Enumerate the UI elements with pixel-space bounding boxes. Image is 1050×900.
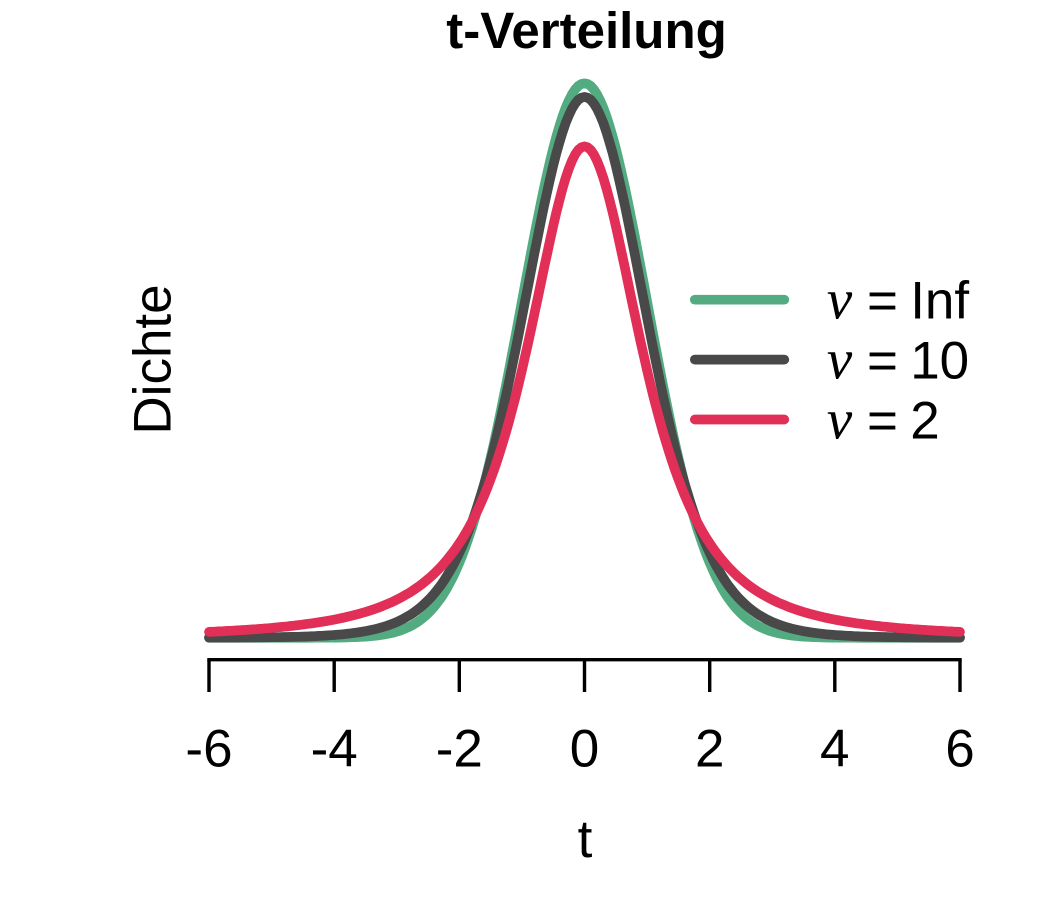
svg-text:-2: -2 (436, 720, 483, 779)
svg-text:-6: -6 (185, 720, 232, 779)
svg-text:0: 0 (570, 720, 599, 779)
svg-text:ν=Inf: ν = Inf (827, 269, 970, 332)
svg-text:4: 4 (820, 720, 849, 779)
svg-text:t: t (578, 810, 593, 869)
svg-text:ν=2: ν = 2 (827, 389, 940, 452)
svg-text:-4: -4 (311, 720, 358, 779)
svg-text:Dichte: Dichte (124, 284, 183, 434)
svg-text:2: 2 (695, 720, 724, 779)
svg-text:t-Verteilung: t-Verteilung (446, 2, 727, 59)
svg-text:6: 6 (945, 720, 974, 779)
svg-text:ν=10: ν = 10 (827, 329, 969, 392)
